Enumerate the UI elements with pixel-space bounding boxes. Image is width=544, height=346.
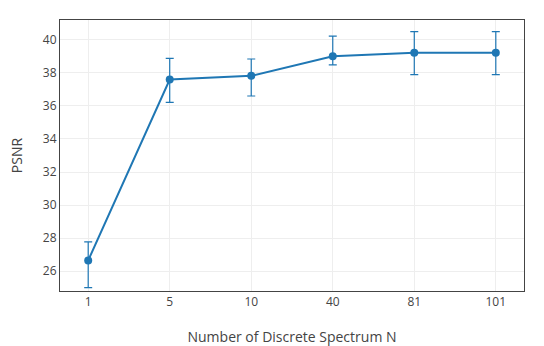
svg-text:32: 32 [43, 163, 57, 180]
svg-text:34: 34 [43, 130, 57, 147]
svg-text:38: 38 [43, 64, 57, 81]
svg-text:5: 5 [166, 293, 173, 310]
svg-text:Number of Discrete Spectrum N: Number of Discrete Spectrum N [187, 327, 396, 346]
svg-text:PSNR: PSNR [7, 138, 26, 174]
svg-text:1: 1 [85, 293, 92, 310]
svg-text:28: 28 [43, 229, 57, 246]
svg-text:40: 40 [43, 31, 57, 48]
svg-text:30: 30 [43, 196, 57, 213]
svg-text:36: 36 [43, 97, 57, 114]
svg-text:81: 81 [407, 293, 421, 310]
svg-text:101: 101 [486, 293, 507, 310]
svg-text:40: 40 [326, 293, 340, 310]
svg-text:10: 10 [244, 293, 258, 310]
svg-text:26: 26 [43, 262, 57, 279]
